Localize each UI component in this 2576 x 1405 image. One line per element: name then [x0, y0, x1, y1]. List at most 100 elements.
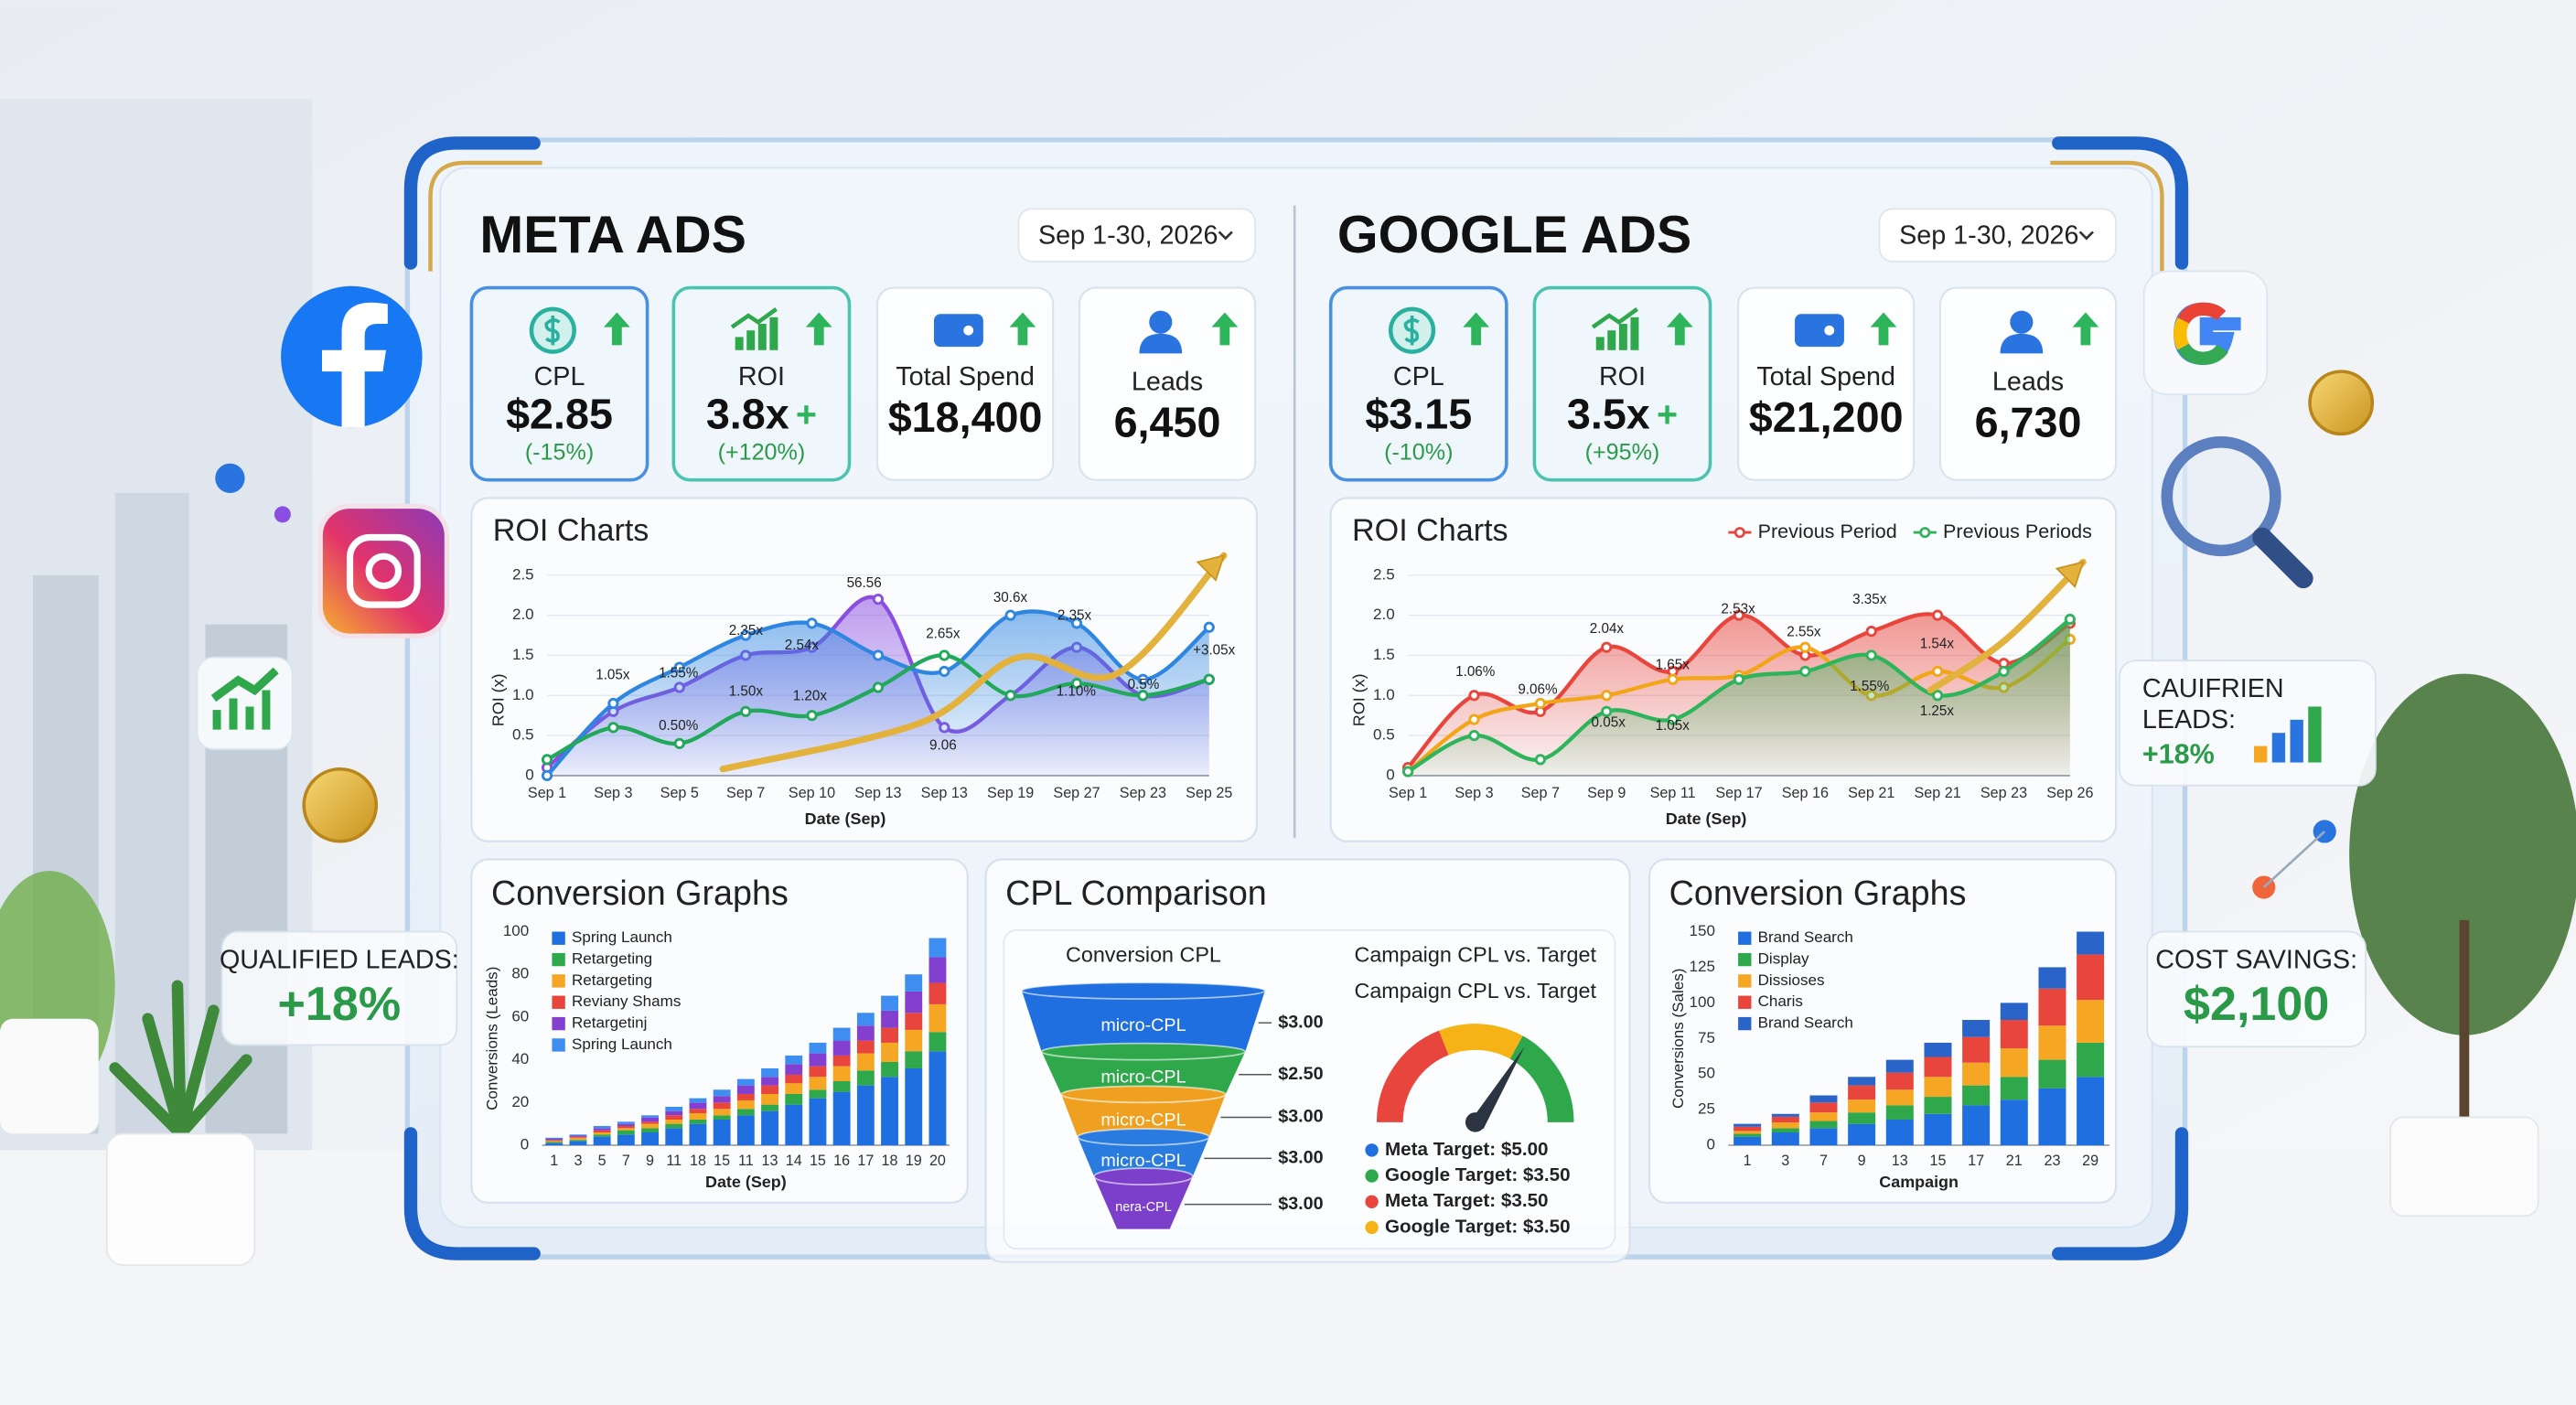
data-point — [1004, 609, 1016, 621]
data-point — [1203, 621, 1215, 633]
chart-title: Conversion Graphs — [1669, 874, 1967, 912]
legend-swatch — [1738, 1016, 1752, 1031]
annotation: 0.05x — [1592, 714, 1626, 730]
gold-trim — [428, 160, 542, 272]
data-point — [1932, 690, 1944, 702]
x-axis-label: Date (Sep) — [805, 810, 886, 828]
wallet-icon-clasp — [963, 325, 974, 336]
date-picker-box[interactable] — [1017, 208, 1256, 263]
y-tick-label: 2.0 — [512, 606, 534, 623]
kpi-value-number: $3.15 — [1365, 391, 1472, 438]
legend-swatch — [552, 952, 565, 967]
bar-segment — [761, 1067, 778, 1078]
bar-segment — [1809, 1102, 1838, 1113]
data-point — [673, 661, 685, 673]
funnel-segment — [1094, 1176, 1193, 1229]
bar-segment — [2077, 1077, 2105, 1145]
kpi-change: (-15%) — [525, 440, 594, 466]
bar-segment — [665, 1115, 683, 1120]
bar-segment — [761, 1093, 778, 1105]
bar-segment — [2000, 1077, 2028, 1100]
bar-segment — [1733, 1136, 1762, 1145]
x-tick-label: Sep 27 — [1053, 785, 1100, 801]
bar-segment — [593, 1130, 611, 1132]
x-tick-label: Sep 13 — [854, 785, 901, 801]
dot — [274, 506, 291, 523]
data-point — [939, 665, 950, 678]
date-picker[interactable]: Sep 1-30, 2026 — [1878, 208, 2118, 263]
chevron-icon[interactable] — [2078, 231, 2094, 241]
bar-segment — [1733, 1131, 1762, 1134]
bar-segment — [2077, 1042, 2105, 1078]
data-point — [1468, 729, 1480, 742]
date-picker-box[interactable] — [1878, 208, 2118, 263]
legend-label: Retargeting — [572, 950, 652, 968]
bar-segment — [905, 1067, 923, 1145]
bar-segment — [1924, 1113, 1952, 1145]
annotation: 1.05x — [1656, 718, 1690, 734]
x-tick-label: 19 — [906, 1153, 922, 1169]
wallet-icon — [933, 314, 983, 348]
y-tick-label: 25 — [1698, 1100, 1715, 1118]
y-tick-label: 100 — [1689, 993, 1714, 1011]
badge-value: $2,100 — [2184, 978, 2329, 1031]
date-picker-label[interactable]: Sep 1-30, 2026 — [1038, 220, 1218, 250]
bar-segment — [713, 1102, 731, 1110]
bar-segment — [1733, 1126, 1762, 1132]
bar-segment — [832, 1027, 851, 1041]
trend-up-arrow — [1463, 312, 1489, 346]
x-tick-label: Sep 21 — [1914, 785, 1960, 801]
kpi-value-number: 3.5x — [1567, 391, 1650, 438]
date-picker-label[interactable]: Sep 1-30, 2026 — [1899, 220, 2078, 250]
badge — [220, 930, 458, 1046]
x-axis-label: Date (Sep) — [705, 1173, 787, 1191]
bar-segment — [665, 1128, 683, 1145]
x-tick-label: 3 — [1781, 1153, 1789, 1169]
kpi-card — [469, 285, 649, 482]
bar-segment — [736, 1085, 755, 1094]
x-tick-label: 11 — [738, 1153, 754, 1169]
data-point — [1070, 617, 1083, 629]
x-tick-label: Sep 23 — [1120, 785, 1166, 801]
bar-segment — [905, 974, 923, 992]
annotation: 2.35x — [1057, 608, 1092, 624]
bar-segment — [1848, 1099, 1876, 1113]
bar-segment — [1771, 1132, 1799, 1145]
legend-swatch — [552, 1038, 565, 1052]
funnel-rim — [1021, 981, 1266, 1001]
date-picker[interactable]: Sep 1-30, 2026 — [1017, 208, 1256, 263]
growth-icon-bar — [735, 337, 744, 350]
bar-segment — [809, 1077, 827, 1090]
x-axis-label: Campaign — [1879, 1173, 1959, 1191]
gauge-title: Campaign CPL vs. Target — [1354, 979, 1596, 1003]
trend-arrow-head — [1196, 553, 1226, 582]
bar-segment — [569, 1134, 587, 1136]
annotation: 2.53x — [1721, 602, 1755, 617]
x-tick-label: Sep 3 — [1454, 785, 1493, 801]
annotation: 1.25x — [1920, 703, 1955, 719]
funnel-label: micro-CPL — [1100, 1015, 1186, 1035]
x-tick-label: Sep 23 — [1980, 785, 2027, 801]
kpi-card — [1328, 285, 1508, 482]
kpi-label: ROI — [738, 362, 785, 391]
data-point — [1401, 766, 1414, 778]
bar-segment — [1848, 1085, 1876, 1100]
bar-segment — [785, 1093, 803, 1105]
x-tick-label: 14 — [786, 1153, 802, 1169]
funnel-value-label: $3.00 — [1278, 1012, 1323, 1032]
bar-segment — [832, 1091, 851, 1145]
person-icon-body — [1139, 333, 1183, 354]
chevron-icon[interactable] — [1218, 231, 1233, 241]
growth-icon-bar — [769, 316, 778, 350]
bar-segment — [617, 1134, 635, 1145]
data-point — [806, 617, 818, 629]
y-tick-label: 0 — [525, 766, 533, 783]
bar-segment — [2000, 1020, 2028, 1049]
kpi-card — [1737, 286, 1916, 481]
y-tick-label: 2.5 — [512, 565, 534, 583]
bar-segment — [736, 1115, 755, 1145]
bar-segment — [809, 1066, 827, 1078]
y-tick-label: 75 — [1698, 1029, 1715, 1046]
data-point — [872, 649, 885, 661]
